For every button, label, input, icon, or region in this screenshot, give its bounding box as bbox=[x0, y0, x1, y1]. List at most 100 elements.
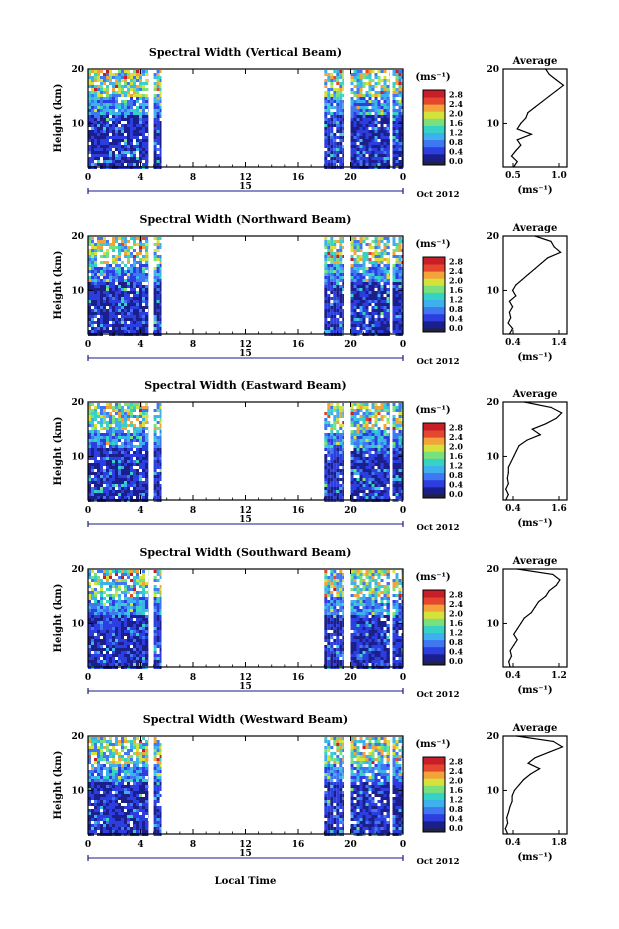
heatmap-cell bbox=[153, 288, 157, 291]
heatmap-cell bbox=[136, 427, 139, 430]
heatmap-cell bbox=[383, 88, 387, 91]
heatmap-cell bbox=[115, 136, 118, 139]
heatmap-cell bbox=[368, 300, 372, 303]
heatmap-cell bbox=[118, 493, 121, 496]
heatmap-cell bbox=[118, 94, 121, 97]
heatmap-cell bbox=[330, 487, 334, 490]
heatmap-cell bbox=[350, 270, 354, 273]
heatmap-cell bbox=[145, 106, 148, 109]
heatmap-cell bbox=[356, 148, 360, 151]
heatmap-cell bbox=[145, 79, 148, 82]
heatmap-cell bbox=[327, 103, 331, 106]
heatmap-cell bbox=[88, 306, 91, 309]
heatmap-cell bbox=[362, 85, 366, 88]
heatmap-cell bbox=[398, 243, 402, 246]
heatmap-cell bbox=[94, 330, 97, 333]
heatmap-cell bbox=[139, 243, 142, 246]
heatmap-cell bbox=[350, 418, 354, 421]
heatmap-cell bbox=[324, 487, 328, 490]
heatmap-cell bbox=[153, 258, 157, 261]
heatmap-cell bbox=[91, 627, 94, 630]
heatmap-cell bbox=[371, 264, 375, 267]
heatmap-cell bbox=[359, 487, 363, 490]
heatmap-cell bbox=[153, 306, 157, 309]
heatmap-cell bbox=[103, 306, 106, 309]
heatmap-cell bbox=[94, 430, 97, 433]
heatmap-cell bbox=[359, 112, 363, 115]
heatmap-cell bbox=[100, 255, 103, 258]
heatmap-cell bbox=[356, 124, 360, 127]
heatmap-cell bbox=[377, 324, 381, 327]
heatmap-cell bbox=[377, 300, 381, 303]
heatmap-cell bbox=[380, 469, 384, 472]
heatmap-cell bbox=[401, 145, 403, 148]
heatmap-cell bbox=[392, 127, 396, 130]
heatmap-cell bbox=[324, 273, 328, 276]
heatmap-cell bbox=[112, 448, 115, 451]
heatmap-cell bbox=[324, 457, 328, 460]
heatmap-cell bbox=[103, 609, 106, 612]
average-point bbox=[511, 289, 514, 291]
heatmap-cell bbox=[159, 136, 162, 139]
heatmap-cell bbox=[124, 433, 127, 436]
heatmap-cell bbox=[353, 315, 357, 318]
heatmap-cell bbox=[371, 318, 375, 321]
heatmap-cell bbox=[362, 460, 366, 463]
heatmap-cell bbox=[324, 463, 328, 466]
heatmap-cell bbox=[333, 258, 337, 261]
heatmap-cell bbox=[401, 424, 403, 427]
heatmap-cell bbox=[156, 448, 160, 451]
heatmap-cell bbox=[386, 324, 390, 327]
heatmap-cell bbox=[395, 70, 399, 73]
x-tick-label: 16 bbox=[292, 506, 305, 516]
heatmap-cell bbox=[336, 436, 340, 439]
colorbar-segment bbox=[423, 470, 445, 474]
heatmap-cell bbox=[130, 279, 133, 282]
heatmap-cell bbox=[153, 279, 157, 282]
heatmap-cell bbox=[91, 237, 94, 240]
heatmap-cell bbox=[112, 118, 115, 121]
heatmap-cell bbox=[100, 282, 103, 285]
heatmap-cell bbox=[377, 466, 381, 469]
heatmap-cell bbox=[127, 463, 130, 466]
heatmap-cell bbox=[359, 94, 363, 97]
heatmap-cell bbox=[133, 436, 136, 439]
heatmap-cell bbox=[127, 145, 130, 148]
heatmap-cell bbox=[142, 142, 145, 145]
heatmap-cell bbox=[339, 261, 343, 264]
heatmap-cell bbox=[342, 94, 344, 97]
heatmap-cell bbox=[115, 258, 118, 261]
heatmap-cell bbox=[380, 79, 384, 82]
heatmap-cell bbox=[145, 324, 148, 327]
heatmap-cell bbox=[127, 249, 130, 252]
heatmap-cell bbox=[339, 463, 343, 466]
heatmap-cell bbox=[121, 463, 124, 466]
heatmap-cell bbox=[336, 285, 340, 288]
heatmap-cell bbox=[145, 97, 148, 100]
heatmap-cell bbox=[395, 258, 399, 261]
heatmap-cell bbox=[353, 463, 357, 466]
heatmap-cell bbox=[330, 424, 334, 427]
heatmap-cell bbox=[153, 442, 157, 445]
heatmap-cell bbox=[380, 240, 384, 243]
heatmap-cell bbox=[383, 424, 387, 427]
heatmap-cell bbox=[106, 303, 109, 306]
heatmap-cell bbox=[118, 424, 121, 427]
heatmap-cell bbox=[371, 154, 375, 157]
heatmap-cell bbox=[109, 427, 112, 430]
heatmap-cell bbox=[139, 264, 142, 267]
heatmap-cell bbox=[333, 300, 337, 303]
heatmap-cell bbox=[118, 469, 121, 472]
heatmap-cell bbox=[383, 451, 387, 454]
heatmap-cell bbox=[377, 418, 381, 421]
heatmap-cell bbox=[145, 121, 148, 124]
heatmap-cell bbox=[383, 91, 387, 94]
heatmap-cell bbox=[156, 451, 160, 454]
heatmap-cell bbox=[91, 657, 94, 660]
heatmap-cell bbox=[368, 297, 372, 300]
heatmap-cell bbox=[91, 615, 94, 618]
heatmap-cell bbox=[324, 433, 328, 436]
heatmap-cell bbox=[145, 237, 148, 240]
heatmap-cell bbox=[356, 490, 360, 493]
heatmap-cell bbox=[130, 439, 133, 442]
